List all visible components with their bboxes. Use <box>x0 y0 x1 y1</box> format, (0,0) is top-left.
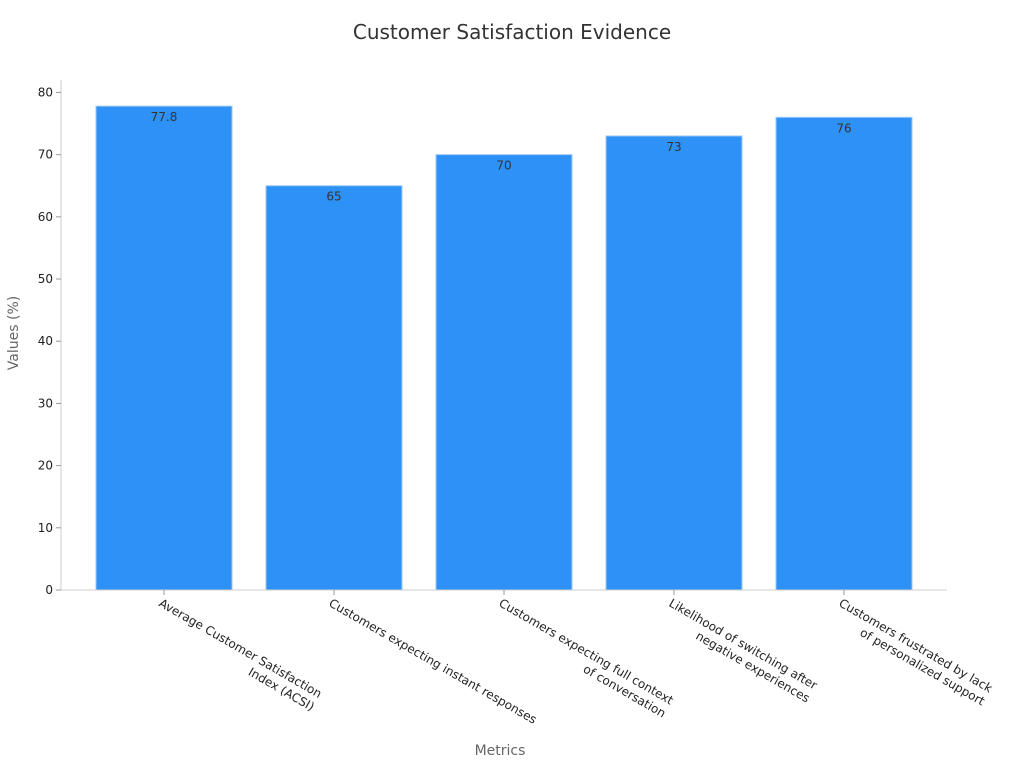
y-tick-label: 0 <box>45 583 53 597</box>
x-tick-label-line: Customers frustrated by lack <box>837 596 995 695</box>
bar-value-label: 76 <box>836 121 851 135</box>
bar-value-label: 73 <box>666 140 681 154</box>
y-tick-label: 70 <box>38 148 53 162</box>
bar <box>605 135 743 591</box>
y-tick-label: 60 <box>38 210 53 224</box>
y-tick-label: 30 <box>38 396 53 410</box>
y-tick-label: 80 <box>38 85 53 99</box>
axes-layer: 0 10 20 30 40 50 60 70 80 <box>38 80 947 597</box>
x-tick-label: Customers expecting instant responses <box>327 596 540 727</box>
x-tick-label-line: Average Customer Satisfaction <box>157 596 325 701</box>
bar-value-label: 70 <box>496 159 511 173</box>
y-tick-label: 40 <box>38 334 53 348</box>
bar-value-label: 77.8 <box>151 110 178 124</box>
x-tick-label-line: Likelihood of switching after <box>667 596 820 693</box>
bar <box>95 105 233 591</box>
y-axis-label: Values (%) <box>6 296 22 370</box>
bar-value-label: 65 <box>326 190 341 204</box>
x-tick-label-line: Customers expecting instant responses <box>327 596 540 727</box>
y-tick-label: 20 <box>38 459 53 473</box>
y-tick-label: 10 <box>38 521 53 535</box>
bar <box>775 116 913 591</box>
x-tick-label-line: Customers expecting full context <box>497 596 676 708</box>
x-axis-label: Metrics <box>475 743 526 759</box>
bar <box>435 154 573 591</box>
bar <box>265 185 403 591</box>
y-tick-label: 50 <box>38 272 53 286</box>
chart-title: Customer Satisfaction Evidence <box>352 20 672 44</box>
bars-layer <box>95 105 913 591</box>
